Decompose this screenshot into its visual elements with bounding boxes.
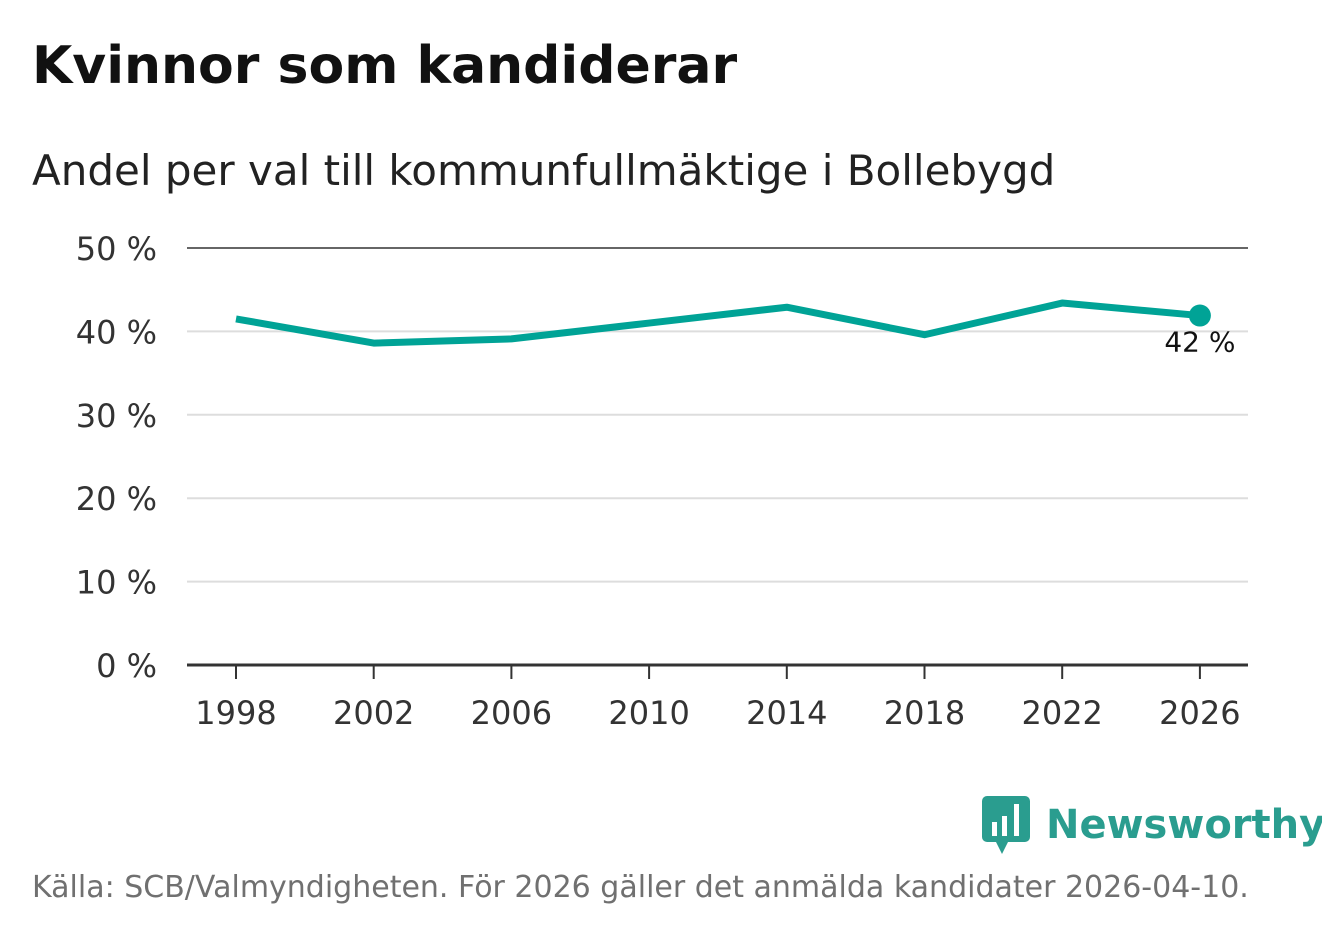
newsworthy-logo: Newsworthy (982, 796, 1322, 854)
x-tick-label: 2010 (608, 694, 689, 732)
y-tick-label: 30 % (76, 397, 157, 435)
chart-subtitle: Andel per val till kommunfullmäktige i B… (32, 146, 1056, 195)
chart-title: Kvinnor som kandiderar (32, 36, 738, 96)
y-tick-label: 20 % (76, 480, 157, 518)
y-tick-label: 10 % (76, 564, 157, 602)
x-tick-label: 2022 (1021, 694, 1102, 732)
source-note: Källa: SCB/Valmyndigheten. För 2026 gäll… (32, 870, 1249, 905)
x-tick-label: 2026 (1159, 694, 1240, 732)
x-tick-label: 2002 (333, 694, 414, 732)
y-tick-label: 40 % (76, 313, 157, 351)
x-tick-label: 2006 (471, 694, 552, 732)
series-line (235, 299, 1201, 347)
end-value-label: 42 % (1164, 326, 1235, 359)
y-tick-label: 50 % (76, 230, 157, 268)
logo-text: Newsworthy (1046, 802, 1322, 848)
x-tick-label: 2018 (884, 694, 965, 732)
x-tick-label: 2014 (746, 694, 827, 732)
bar-chart-logo-icon (982, 796, 1030, 854)
x-tick-label: 1998 (195, 694, 276, 732)
line-chart: 0 % 10 % 20 % 30 % 40 % 50 % 1998 2002 2006 2010 2… (76, 230, 1248, 732)
end-point-marker (1188, 304, 1211, 327)
y-tick-label: 0 % (96, 647, 157, 685)
